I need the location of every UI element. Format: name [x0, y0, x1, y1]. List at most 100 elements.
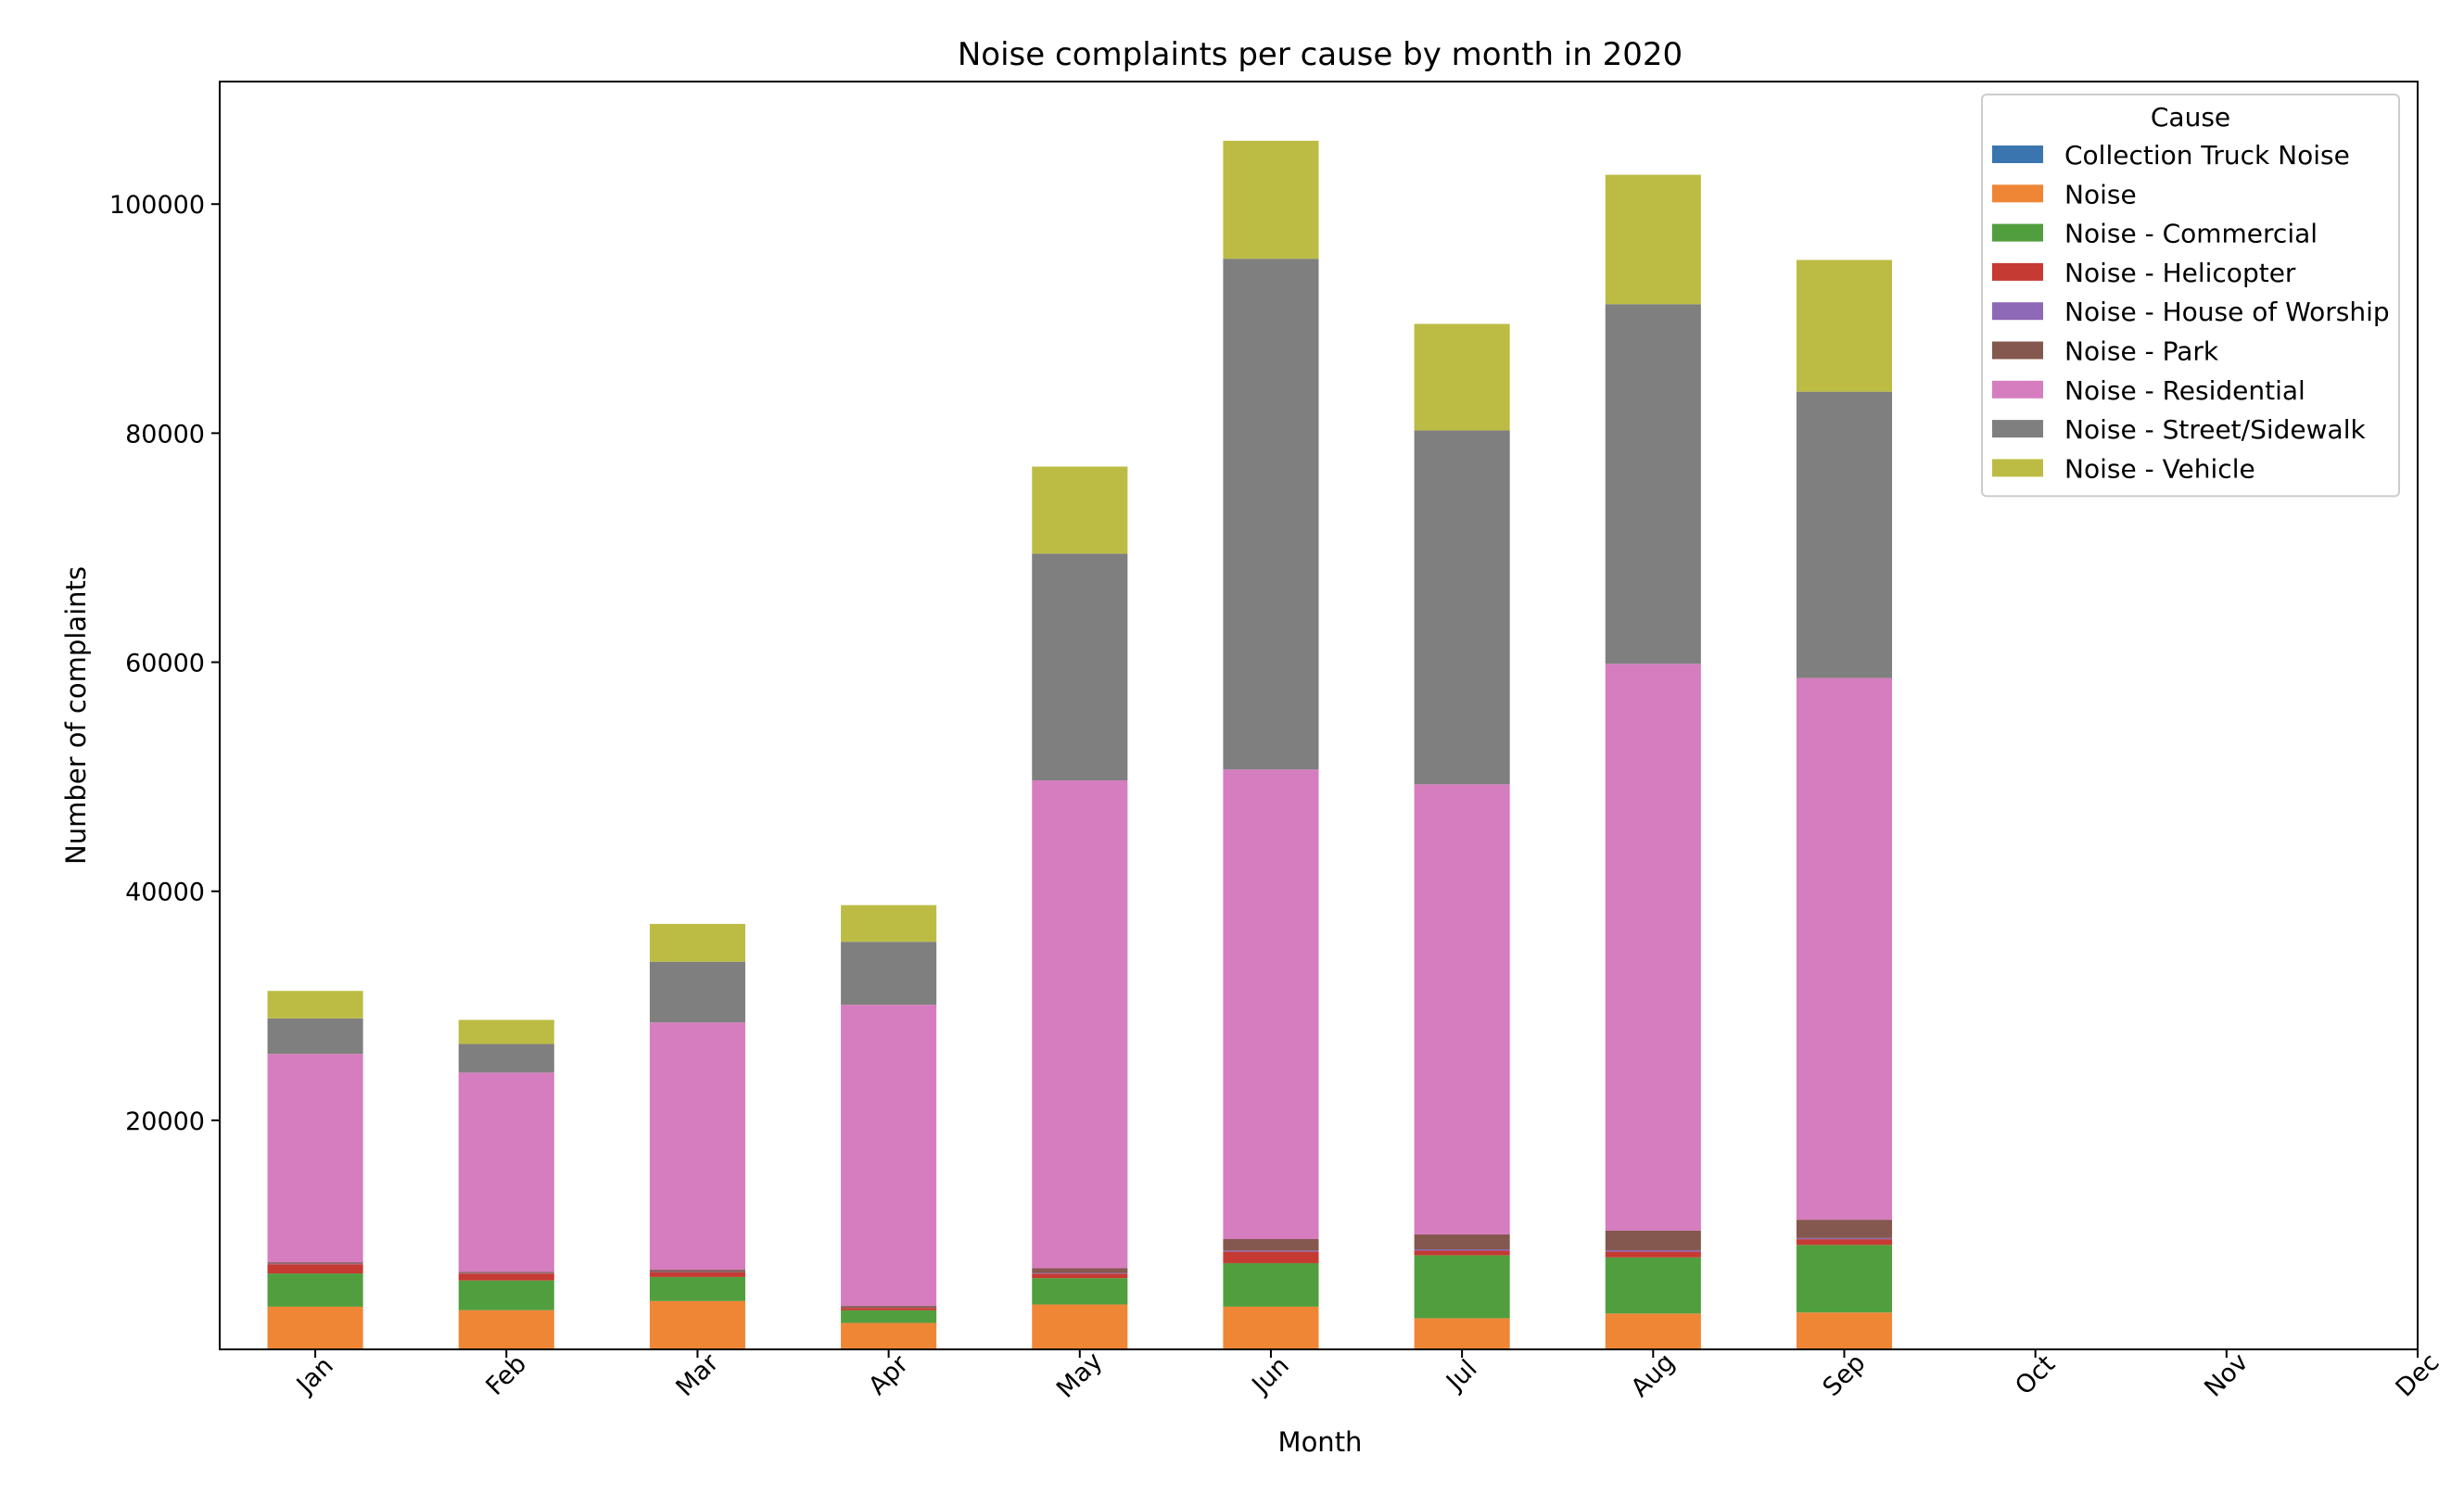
- bar-mar-series-1: [650, 1301, 745, 1349]
- y-axis-title: Number of complaints: [60, 566, 92, 865]
- bar-sep-series-3: [1797, 1239, 1892, 1245]
- legend-entry-label: Noise - Park: [2064, 336, 2219, 367]
- bar-may-series-2: [1032, 1278, 1127, 1304]
- bar-sep-series-8: [1797, 260, 1892, 392]
- bar-jan-series-1: [268, 1307, 363, 1349]
- bar-sep-series-7: [1797, 392, 1892, 678]
- bar-sep-series-4: [1797, 1238, 1892, 1239]
- x-tick-label-jan: Jan: [290, 1351, 339, 1400]
- bar-jul-series-2: [1415, 1255, 1510, 1318]
- bar-jun-series-8: [1223, 141, 1318, 259]
- bar-mar-series-2: [650, 1277, 745, 1301]
- bar-aug-series-8: [1606, 175, 1701, 305]
- bar-jun-series-5: [1223, 1239, 1318, 1250]
- bar-jul-series-8: [1415, 323, 1510, 430]
- bar-apr-series-3: [841, 1308, 936, 1310]
- bar-feb-series-2: [459, 1281, 554, 1310]
- bar-sep-series-2: [1797, 1245, 1892, 1312]
- x-axis-title: Month: [1278, 1426, 1363, 1458]
- bar-feb-series-8: [459, 1019, 554, 1044]
- bar-jun-series-7: [1223, 259, 1318, 769]
- bar-aug-series-7: [1606, 304, 1701, 664]
- bar-jun-series-6: [1223, 769, 1318, 1239]
- bar-aug-series-5: [1606, 1231, 1701, 1250]
- bar-sep-series-6: [1797, 678, 1892, 1221]
- bar-jun-series-2: [1223, 1263, 1318, 1307]
- bar-jun-series-3: [1223, 1252, 1318, 1263]
- x-tick-label-nov: Nov: [2199, 1348, 2254, 1402]
- y-tick-label: 40000: [125, 879, 205, 907]
- bar-apr-series-2: [841, 1310, 936, 1323]
- bar-apr-series-8: [841, 905, 936, 943]
- bar-sep-series-5: [1797, 1220, 1892, 1238]
- legend-swatch: [1992, 342, 2043, 360]
- bar-mar-series-3: [650, 1272, 745, 1277]
- y-tick-label: 100000: [109, 191, 205, 220]
- bar-jul-series-7: [1415, 430, 1510, 784]
- x-tick-label-dec: Dec: [2391, 1348, 2445, 1403]
- bar-jan-series-8: [268, 991, 363, 1019]
- bar-jul-series-4: [1415, 1249, 1510, 1250]
- legend-swatch: [1992, 263, 2043, 281]
- bar-may-series-5: [1032, 1269, 1127, 1273]
- bar-jan-series-6: [268, 1054, 363, 1262]
- bar-jun-series-1: [1223, 1307, 1318, 1349]
- bar-jun-series-4: [1223, 1250, 1318, 1251]
- legend-swatch: [1992, 420, 2043, 437]
- legend-entry-label: Noise - Vehicle: [2064, 453, 2255, 484]
- legend-entry-label: Noise: [2064, 179, 2137, 209]
- bar-feb-series-6: [459, 1072, 554, 1272]
- y-tick-label: 80000: [125, 420, 205, 449]
- bar-jan-series-5: [268, 1262, 363, 1264]
- bar-mar-series-8: [650, 924, 745, 962]
- x-tick-label-may: May: [1051, 1347, 1108, 1403]
- legend-swatch: [1992, 302, 2043, 320]
- bar-apr-series-5: [841, 1306, 936, 1308]
- chart-title: Noise complaints per cause by month in 2…: [958, 36, 1683, 73]
- legend-entry-label: Noise - House of Worship: [2064, 297, 2390, 327]
- bar-mar-series-7: [650, 962, 745, 1023]
- bar-apr-series-1: [841, 1322, 936, 1348]
- bar-mar-series-5: [650, 1270, 745, 1272]
- legend-swatch: [1992, 381, 2043, 399]
- bar-may-series-6: [1032, 780, 1127, 1268]
- bar-may-series-4: [1032, 1272, 1127, 1273]
- x-tick-label-feb: Feb: [480, 1349, 532, 1401]
- legend-swatch: [1992, 459, 2043, 476]
- bar-jul-series-5: [1415, 1234, 1510, 1249]
- legend-swatch: [1992, 146, 2043, 163]
- legend-entry-label: Noise - Street/Sidewalk: [2064, 414, 2366, 445]
- bar-aug-series-3: [1606, 1252, 1701, 1258]
- bar-apr-series-6: [841, 1005, 936, 1306]
- x-tick-label-apr: Apr: [863, 1349, 915, 1401]
- bar-may-series-3: [1032, 1273, 1127, 1278]
- bar-feb-series-1: [459, 1310, 554, 1349]
- bar-aug-series-6: [1606, 664, 1701, 1231]
- bar-jul-series-6: [1415, 784, 1510, 1234]
- x-tick-label-aug: Aug: [1626, 1348, 1681, 1402]
- bar-may-series-1: [1032, 1305, 1127, 1349]
- x-tick-label-mar: Mar: [670, 1348, 725, 1402]
- bar-jan-series-3: [268, 1264, 363, 1273]
- bar-jul-series-3: [1415, 1250, 1510, 1255]
- x-tick-label-jul: Jul: [1440, 1355, 1482, 1398]
- bar-mar-series-6: [650, 1022, 745, 1270]
- bar-may-series-8: [1032, 466, 1127, 553]
- bar-aug-series-1: [1606, 1313, 1701, 1348]
- x-tick-label-sep: Sep: [1818, 1348, 1872, 1402]
- legend-entry-label: Noise - Commercial: [2064, 219, 2318, 249]
- bar-feb-series-3: [459, 1273, 554, 1280]
- legend-entry-label: Noise - Residential: [2064, 375, 2305, 406]
- bar-aug-series-4: [1606, 1250, 1701, 1252]
- legend-swatch: [1992, 224, 2043, 242]
- bar-apr-series-7: [841, 942, 936, 1005]
- legend-title: Cause: [2151, 102, 2230, 133]
- bar-sep-series-1: [1797, 1312, 1892, 1349]
- bar-may-series-7: [1032, 553, 1127, 780]
- y-tick-label: 60000: [125, 650, 205, 678]
- bar-feb-series-7: [459, 1044, 554, 1072]
- legend-entry-label: Noise - Helicopter: [2064, 258, 2296, 288]
